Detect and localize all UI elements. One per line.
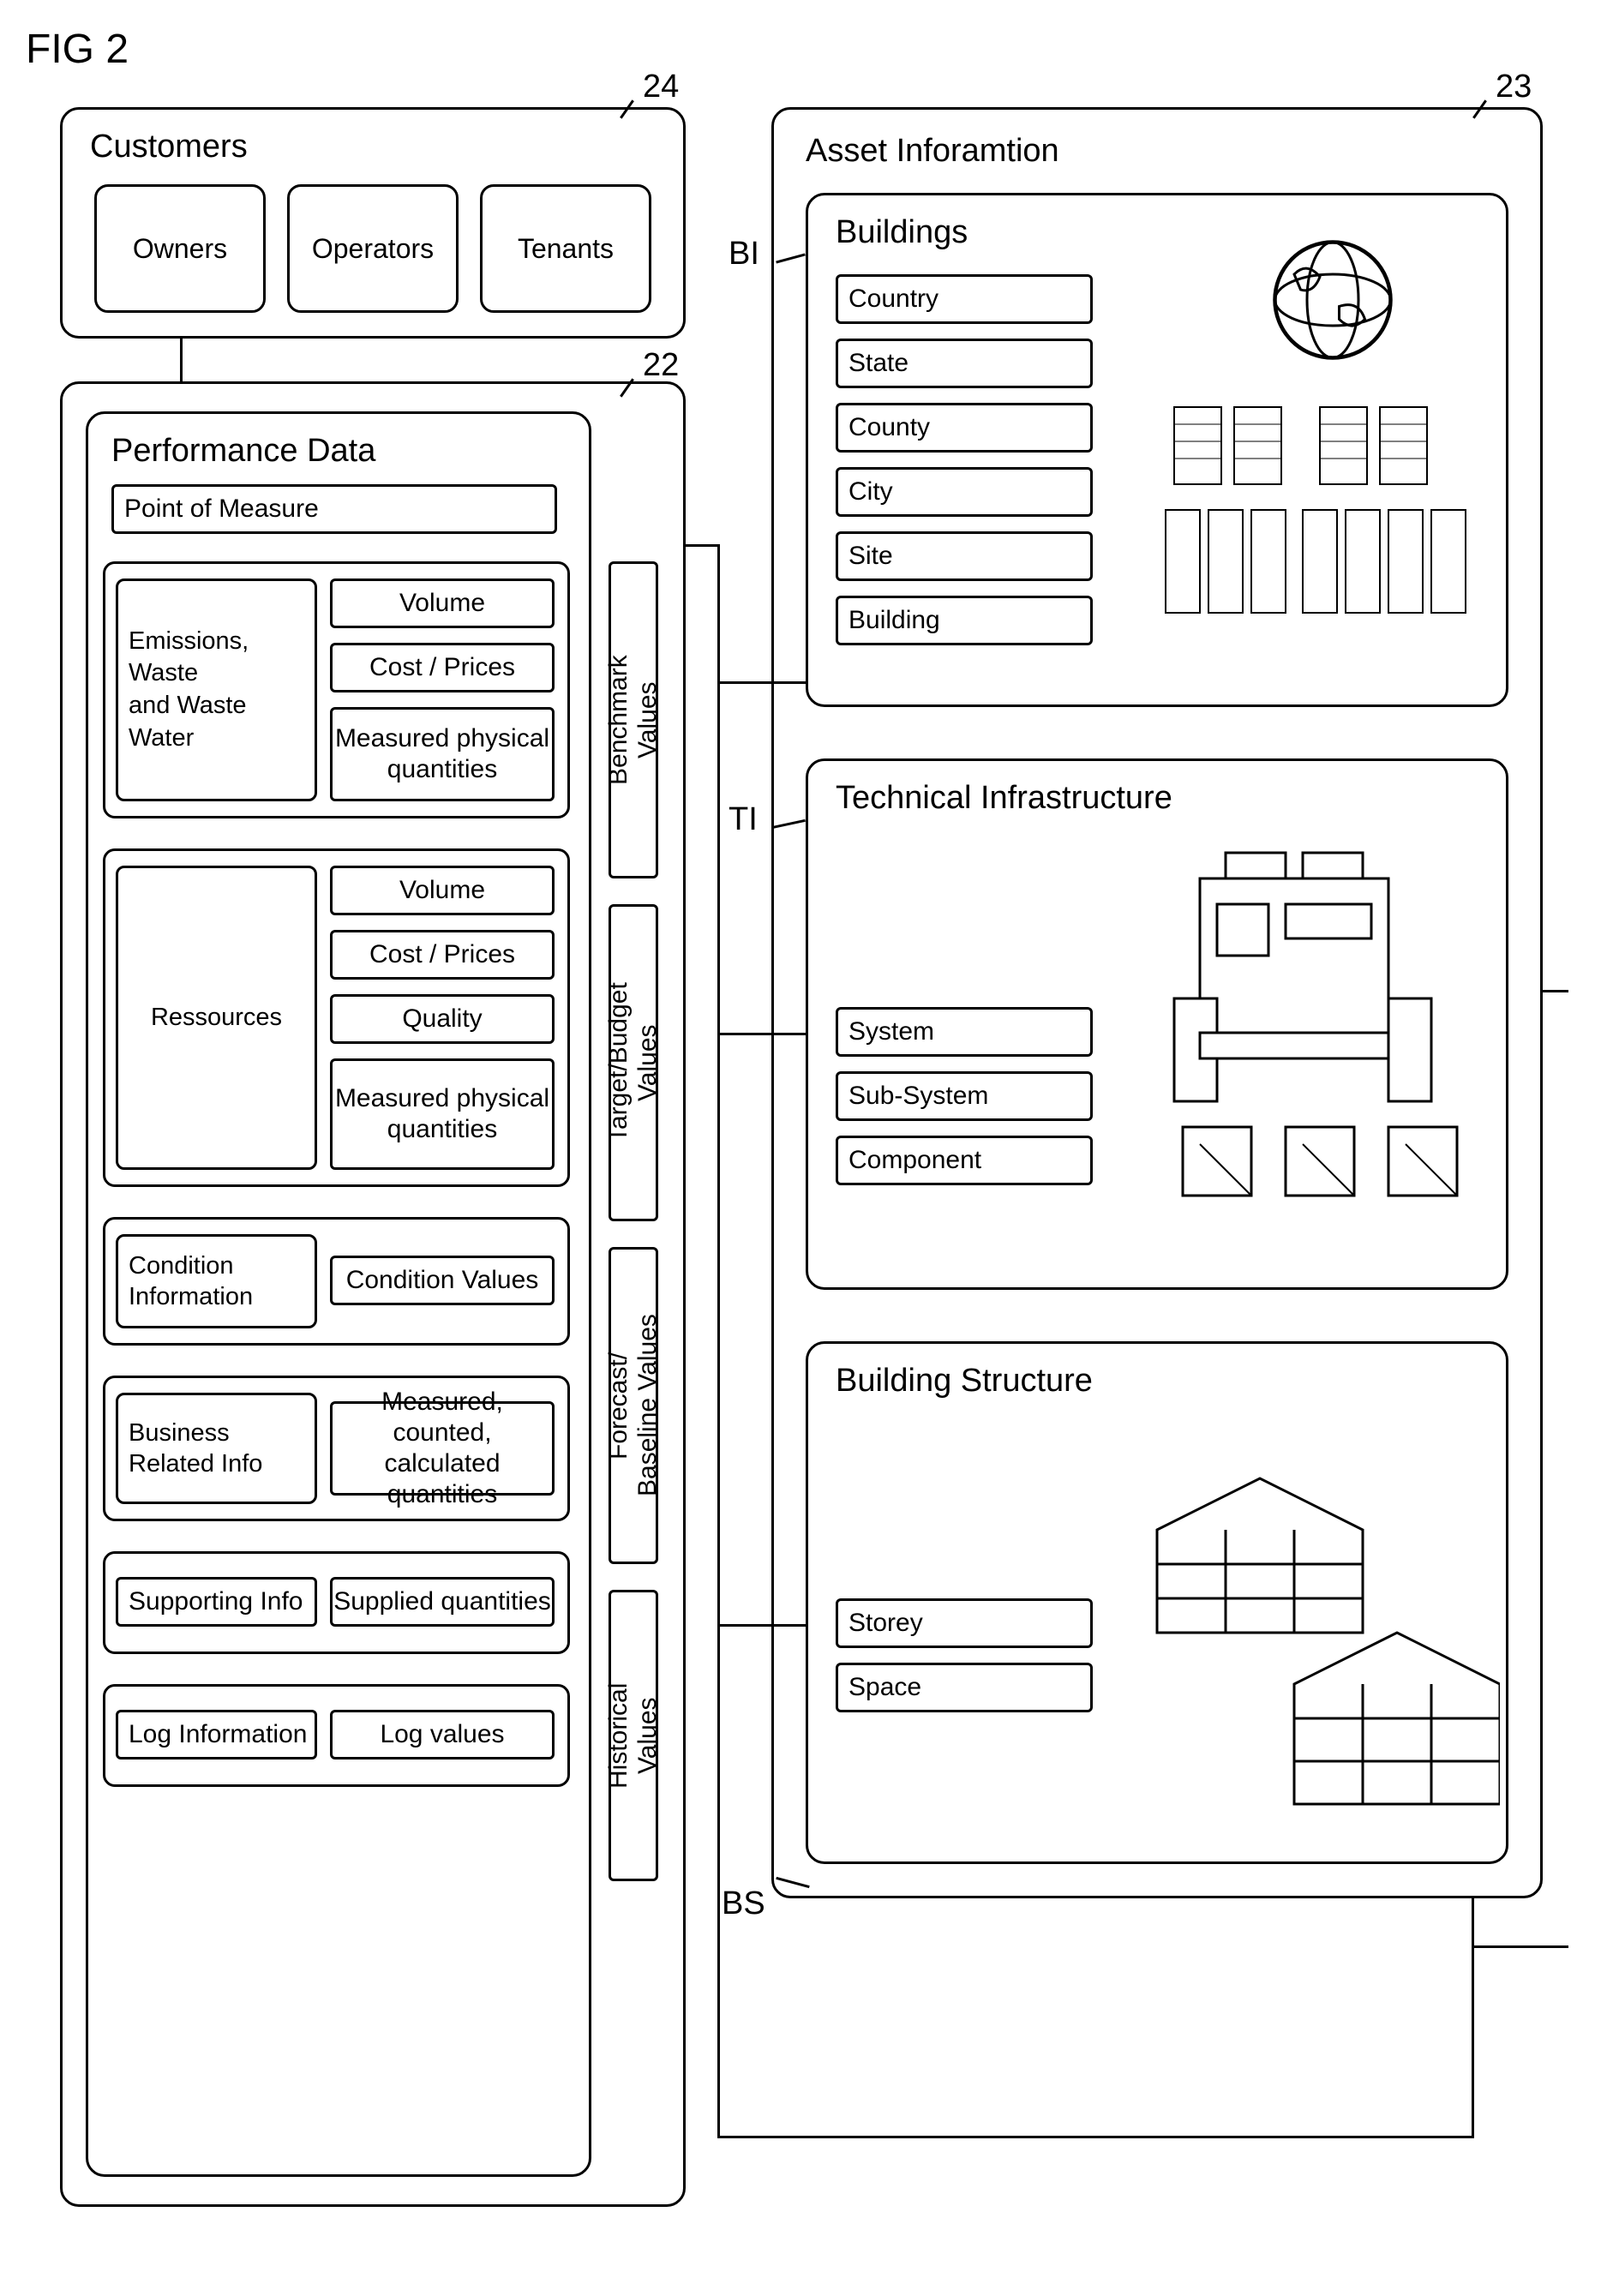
perf-title: Performance Data (111, 433, 375, 470)
tech-title: Technical Infrastructure (836, 780, 1172, 817)
buildings-cluster-icon (1148, 390, 1491, 673)
bi-city: City (836, 467, 1093, 517)
res-r3: Quality (330, 994, 555, 1044)
bi-county: County (836, 403, 1093, 453)
supp-r: Supplied quantities (330, 1577, 555, 1627)
emissions-left: Emissions, Waste and Waste Water (116, 578, 317, 801)
callout-ti: TI (729, 801, 758, 838)
supp-left: Supporting Info (116, 1577, 317, 1627)
callout-bs: BS (722, 1885, 765, 1922)
globe-icon (1268, 236, 1397, 364)
resources-left: Ressources (116, 866, 317, 1170)
ti-system: System (836, 1007, 1093, 1057)
ti-subsystem: Sub-System (836, 1071, 1093, 1121)
log-left: Log Information (116, 1710, 317, 1759)
bi-site: Site (836, 531, 1093, 581)
callout-23: 23 (1496, 69, 1532, 105)
machinery-icon (1148, 844, 1491, 1256)
bi-state: State (836, 339, 1093, 388)
callout-22: 22 (643, 347, 679, 384)
side-hist: Historical Values (609, 1590, 658, 1881)
emissions-r2: Cost / Prices (330, 643, 555, 692)
res-r2: Cost / Prices (330, 930, 555, 980)
res-r4: Measured physical quantities (330, 1058, 555, 1170)
side-bench: Benchmark Values (609, 561, 658, 878)
callout-bi: BI (729, 236, 759, 273)
diagram-canvas: Customers Owners Operators Tenants 24 22… (26, 81, 1568, 2241)
cond-r: Condition Values (330, 1256, 555, 1305)
asset-title: Asset Inforamtion (806, 133, 1059, 170)
bi-building: Building (836, 596, 1093, 645)
struct-title: Building Structure (836, 1363, 1093, 1400)
customers-title: Customers (90, 129, 248, 165)
pom-item: Point of Measure (111, 484, 557, 534)
callout-24: 24 (643, 69, 679, 105)
emissions-r1: Volume (330, 578, 555, 628)
biz-r: Measured, counted, calculated quantities (330, 1401, 555, 1496)
side-forecast: Forecast/ Baseline Values (609, 1247, 658, 1564)
tenants-item: Tenants (480, 184, 651, 313)
bi-country: Country (836, 274, 1093, 324)
biz-left: Business Related Info (116, 1393, 317, 1504)
bs-space: Space (836, 1663, 1093, 1712)
cond-left: Condition Information (116, 1234, 317, 1328)
owners-item: Owners (94, 184, 266, 313)
buildings-title: Buildings (836, 214, 968, 251)
log-r: Log values (330, 1710, 555, 1759)
side-target: Target/Budget Values (609, 904, 658, 1221)
emissions-r3: Measured physical quantities (330, 707, 555, 801)
operators-item: Operators (287, 184, 459, 313)
res-r1: Volume (330, 866, 555, 915)
figure-label: FIG 2 (26, 26, 1581, 73)
ti-component: Component (836, 1136, 1093, 1185)
floorplan-icon (1140, 1427, 1500, 1838)
bs-storey: Storey (836, 1598, 1093, 1648)
